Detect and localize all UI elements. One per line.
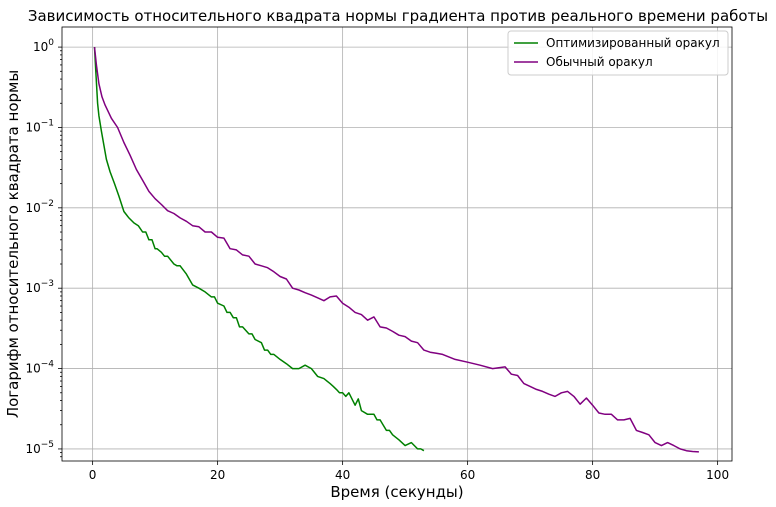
y-tick-label: 10−2 [25, 199, 54, 215]
plot-area-frame [61, 26, 733, 462]
x-tick-label: 40 [335, 468, 350, 482]
x-tick-label: 0 [89, 468, 97, 482]
legend-label-optimized-oracle: Оптимизированный оракул [546, 36, 720, 50]
y-tick-label: 100 [33, 38, 54, 54]
chart-title: Зависимость относительного квадрата норм… [28, 7, 768, 25]
x-tick-label: 60 [460, 468, 475, 482]
y-axis-label: Логарифм относительного квадрата нормы [4, 70, 22, 418]
x-tick-label: 80 [585, 468, 600, 482]
legend: Оптимизированный оракул Обычный оракул [507, 30, 729, 76]
series-line-optimized-oracle [93, 47, 425, 452]
axis-ticks: 0 20 40 60 80 100 100 10−1 10−2 10−3 10−4 10−5 [25, 38, 729, 482]
y-tick-label: 10−4 [25, 360, 54, 376]
series-line-regular-oracle [93, 47, 699, 453]
legend-label-regular-oracle: Обычный оракул [546, 55, 653, 69]
x-axis-label: Время (секунды) [330, 483, 463, 501]
legend-box [507, 30, 729, 76]
plot-lines [93, 47, 699, 453]
y-tick-label: 10−5 [25, 440, 54, 456]
grid [62, 27, 732, 461]
x-tick-label: 100 [706, 468, 729, 482]
y-tick-label: 10−1 [25, 118, 54, 134]
y-tick-label: 10−3 [25, 279, 54, 295]
x-tick-label: 20 [210, 468, 225, 482]
